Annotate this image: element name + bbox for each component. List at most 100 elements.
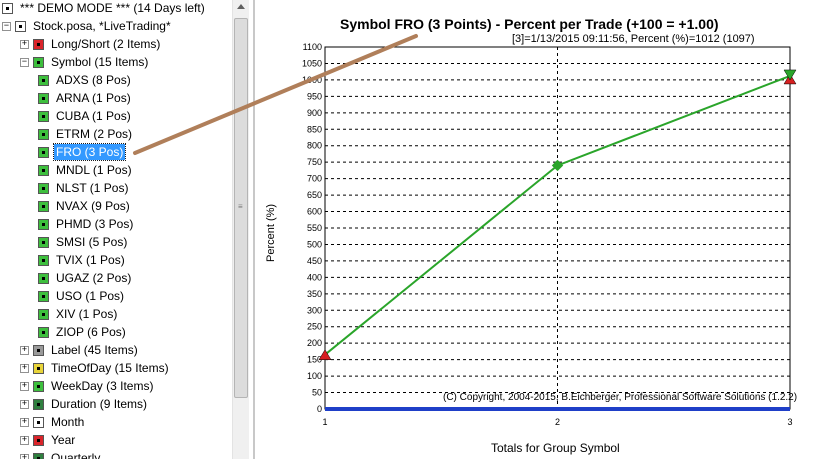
tree-item-nlst[interactable]: NLST (1 Pos) [38, 179, 130, 197]
expand-icon[interactable]: + [20, 416, 29, 427]
symbol-icon [38, 236, 49, 248]
expand-icon[interactable]: + [20, 453, 29, 459]
tree-item-stockposa[interactable]: − Stock.posa, *LiveTrading* [2, 17, 173, 35]
long-short-icon [33, 38, 44, 50]
y-tick-label: 350 [307, 289, 322, 299]
quarterly-icon [33, 452, 44, 459]
y-tick-label: 600 [307, 207, 322, 217]
year-icon [33, 434, 44, 446]
tree-item-label: Symbol (15 Items) [51, 55, 149, 69]
x-tick-label: 3 [787, 417, 792, 427]
tree-item-nvax[interactable]: NVAX (9 Pos) [38, 197, 132, 215]
tree-item-phmd[interactable]: PHMD (3 Pos) [38, 215, 135, 233]
expand-icon[interactable]: + [20, 434, 29, 445]
weekday-icon [33, 380, 44, 392]
tree-item-label: SMSI (5 Pos) [56, 235, 128, 249]
tree-item-uso[interactable]: USO (1 Pos) [38, 287, 126, 305]
expand-icon[interactable]: + [20, 380, 29, 391]
panel-divider[interactable] [253, 0, 255, 459]
tree-item-label: Duration (9 Items) [51, 397, 148, 411]
x-axis-label: Totals for Group Symbol [491, 441, 620, 455]
tree-item-etrm[interactable]: ETRM (2 Pos) [38, 125, 134, 143]
symbol-icon [38, 164, 49, 176]
symbol-icon [38, 326, 49, 338]
tree-item-smsi[interactable]: SMSI (5 Pos) [38, 233, 129, 251]
tree-item-ziop[interactable]: ZIOP (6 Pos) [38, 323, 128, 341]
y-tick-label: 750 [307, 157, 322, 167]
y-tick-label: 500 [307, 239, 322, 249]
expand-icon[interactable]: + [20, 38, 29, 49]
scroll-grip-icon: ≡ [238, 202, 243, 211]
tree-item-cuba[interactable]: CUBA (1 Pos) [38, 107, 133, 125]
symbol-icon [38, 200, 49, 212]
y-tick-label: 800 [307, 141, 322, 151]
y-tick-label: 450 [307, 256, 322, 266]
tree-item-longshort[interactable]: + Long/Short (2 Items) [20, 35, 162, 53]
tree-item-tvix[interactable]: TVIX (1 Pos) [38, 251, 127, 269]
duration-icon [33, 398, 44, 410]
tree-item-label: Year [51, 433, 76, 447]
symbol-icon [38, 272, 49, 284]
tree-item-label: UGAZ (2 Pos) [56, 271, 132, 285]
symbol-icon [38, 218, 49, 230]
scrollbar-thumb[interactable]: ≡ [234, 18, 248, 398]
symbol-icon [38, 74, 49, 86]
tree-panel: *** DEMO MODE *** (14 Days left) − Stock.p… [0, 0, 232, 459]
tree-item-quarterly[interactable]: + Quarterly [20, 449, 102, 459]
y-tick-label: 550 [307, 223, 322, 233]
tree-item-label: ARNA (1 Pos) [56, 91, 131, 105]
y-tick-label: 1100 [303, 42, 322, 52]
tree-item-label[interactable]: + Label (45 Items) [20, 341, 140, 359]
x-tick-label: 1 [322, 417, 327, 427]
tree-item-fro[interactable]: FRO (3 Pos) [38, 143, 127, 161]
tree-item-label: Stock.posa, *LiveTrading* [33, 19, 171, 33]
tree-item-xiv[interactable]: XIV (1 Pos) [38, 305, 119, 323]
tree-item-adxs[interactable]: ADXS (8 Pos) [38, 71, 133, 89]
symbol-icon [38, 92, 49, 104]
tree-item-label: TimeOfDay (15 Items) [51, 361, 169, 375]
tree-item-label: Month [51, 415, 85, 429]
expand-icon[interactable]: + [20, 362, 29, 373]
tree-item-label: Long/Short (2 Items) [51, 37, 161, 51]
chart-subtitle: [3]=1/13/2015 09:11:56, Percent (%)=1012… [512, 33, 755, 45]
tree-item-label: NVAX (9 Pos) [56, 199, 130, 213]
symbol-icon [38, 308, 49, 320]
tree-item-month[interactable]: + Month [20, 413, 86, 431]
tree-item-weekday[interactable]: + WeekDay (3 Items) [20, 377, 155, 395]
y-tick-label: 300 [307, 305, 322, 315]
y-tick-label: 950 [307, 91, 322, 101]
month-icon [33, 416, 44, 428]
tree-item-label: Quarterly [51, 451, 101, 459]
tree-item-label: TVIX (1 Pos) [56, 253, 125, 267]
expand-icon[interactable]: + [20, 344, 29, 355]
tree-item-ugaz[interactable]: UGAZ (2 Pos) [38, 269, 133, 287]
tree-item-mndl[interactable]: MNDL (1 Pos) [38, 161, 134, 179]
tree-item-year[interactable]: + Year [20, 431, 77, 449]
y-axis-label: Percent (%) [265, 203, 277, 262]
tree-item-symbol[interactable]: − Symbol (15 Items) [20, 53, 150, 71]
tree-item-timeofday[interactable]: + TimeOfDay (15 Items) [20, 359, 171, 377]
collapse-icon[interactable]: − [20, 56, 29, 67]
y-tick-label: 400 [307, 272, 322, 282]
tree-item-label: NLST (1 Pos) [56, 181, 129, 195]
expand-icon[interactable]: + [20, 398, 29, 409]
tree-item-label: MNDL (1 Pos) [56, 163, 132, 177]
tree-item-duration[interactable]: + Duration (9 Items) [20, 395, 149, 413]
y-tick-label: 150 [307, 355, 322, 365]
symbol-icon [38, 110, 49, 122]
label-group-icon [33, 344, 44, 356]
end-point-marker-high [783, 69, 797, 81]
tree-item-label: FRO (3 Pos) [52, 143, 127, 161]
tree-item-label: PHMD (3 Pos) [56, 217, 134, 231]
y-tick-label: 200 [307, 338, 322, 348]
tree-vertical-scrollbar[interactable]: ≡ [232, 0, 249, 459]
collapse-icon[interactable]: − [2, 20, 11, 31]
tree-item-node[interactable]: *** DEMO MODE *** (14 Days left) [2, 0, 207, 17]
demo-mode-icon [2, 2, 13, 14]
symbol-icon [38, 182, 49, 194]
y-tick-label: 850 [307, 124, 322, 134]
scroll-up-arrow-icon[interactable] [237, 4, 245, 9]
tree-item-arna[interactable]: ARNA (1 Pos) [38, 89, 133, 107]
y-tick-label: 250 [307, 322, 322, 332]
